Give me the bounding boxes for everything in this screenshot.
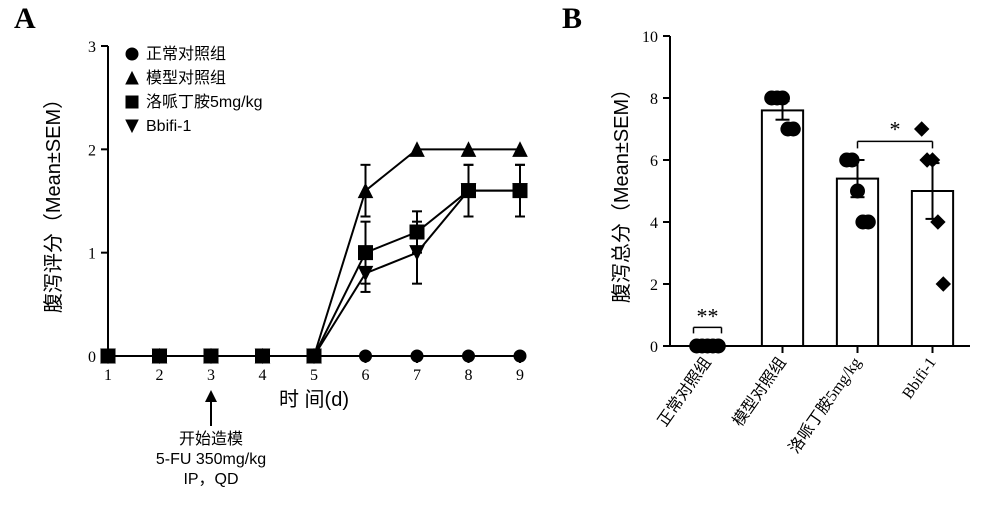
svg-text:洛哌丁胺5mg/kg: 洛哌丁胺5mg/kg xyxy=(785,354,865,457)
svg-text:0: 0 xyxy=(650,339,658,356)
svg-text:正常对照组: 正常对照组 xyxy=(146,45,226,63)
panel-b-chart: 0 2 4 6 8 10 腹泻总分（Mean±SEM） 正常对照组模型对照组洛哌丁胺5mg/k… xyxy=(600,6,1000,526)
svg-text:Bbifi-1: Bbifi-1 xyxy=(146,118,191,135)
svg-text:模型对照组: 模型对照组 xyxy=(146,69,226,87)
svg-text:3: 3 xyxy=(88,39,96,56)
svg-text:0: 0 xyxy=(88,349,96,366)
svg-text:IP，QD: IP，QD xyxy=(183,471,238,488)
figure: A B 1234567890123时 间(d)腹泻评分（Mean±SEM）正常对… xyxy=(0,0,1000,527)
svg-text:7: 7 xyxy=(413,367,421,384)
svg-text:腹泻总分（Mean±SEM）: 腹泻总分（Mean±SEM） xyxy=(610,79,633,303)
svg-text:4: 4 xyxy=(650,215,658,232)
svg-text:5-FU 350mg/kg: 5-FU 350mg/kg xyxy=(156,451,266,468)
svg-text:9: 9 xyxy=(516,367,524,384)
svg-text:1: 1 xyxy=(88,246,96,263)
svg-text:6: 6 xyxy=(362,367,370,384)
svg-text:模型对照组: 模型对照组 xyxy=(729,354,790,430)
panel-b-label: B xyxy=(562,2,582,36)
svg-text:时 间(d): 时 间(d) xyxy=(279,388,349,411)
svg-text:4: 4 xyxy=(259,367,267,384)
svg-text:5: 5 xyxy=(310,367,318,384)
svg-text:洛哌丁胺5mg/kg: 洛哌丁胺5mg/kg xyxy=(146,93,262,111)
svg-text:8: 8 xyxy=(650,91,658,108)
svg-text:腹泻评分（Mean±SEM）: 腹泻评分（Mean±SEM） xyxy=(42,89,65,313)
svg-text:2: 2 xyxy=(156,367,164,384)
svg-text:开始造模: 开始造模 xyxy=(179,430,243,448)
panel-a-chart: 1234567890123时 间(d)腹泻评分（Mean±SEM）正常对照组模型… xyxy=(30,6,550,526)
svg-text:2: 2 xyxy=(650,277,658,294)
svg-text:1: 1 xyxy=(104,367,112,384)
svg-text:2: 2 xyxy=(88,142,96,159)
svg-text:正常对照组: 正常对照组 xyxy=(654,354,715,430)
svg-text:8: 8 xyxy=(465,367,473,384)
svg-text:Bbifi-1: Bbifi-1 xyxy=(899,355,939,403)
svg-text:3: 3 xyxy=(207,367,215,384)
svg-text:10: 10 xyxy=(642,29,658,46)
svg-text:**: ** xyxy=(697,303,719,328)
svg-text:6: 6 xyxy=(650,153,658,170)
svg-text:*: * xyxy=(890,116,901,141)
